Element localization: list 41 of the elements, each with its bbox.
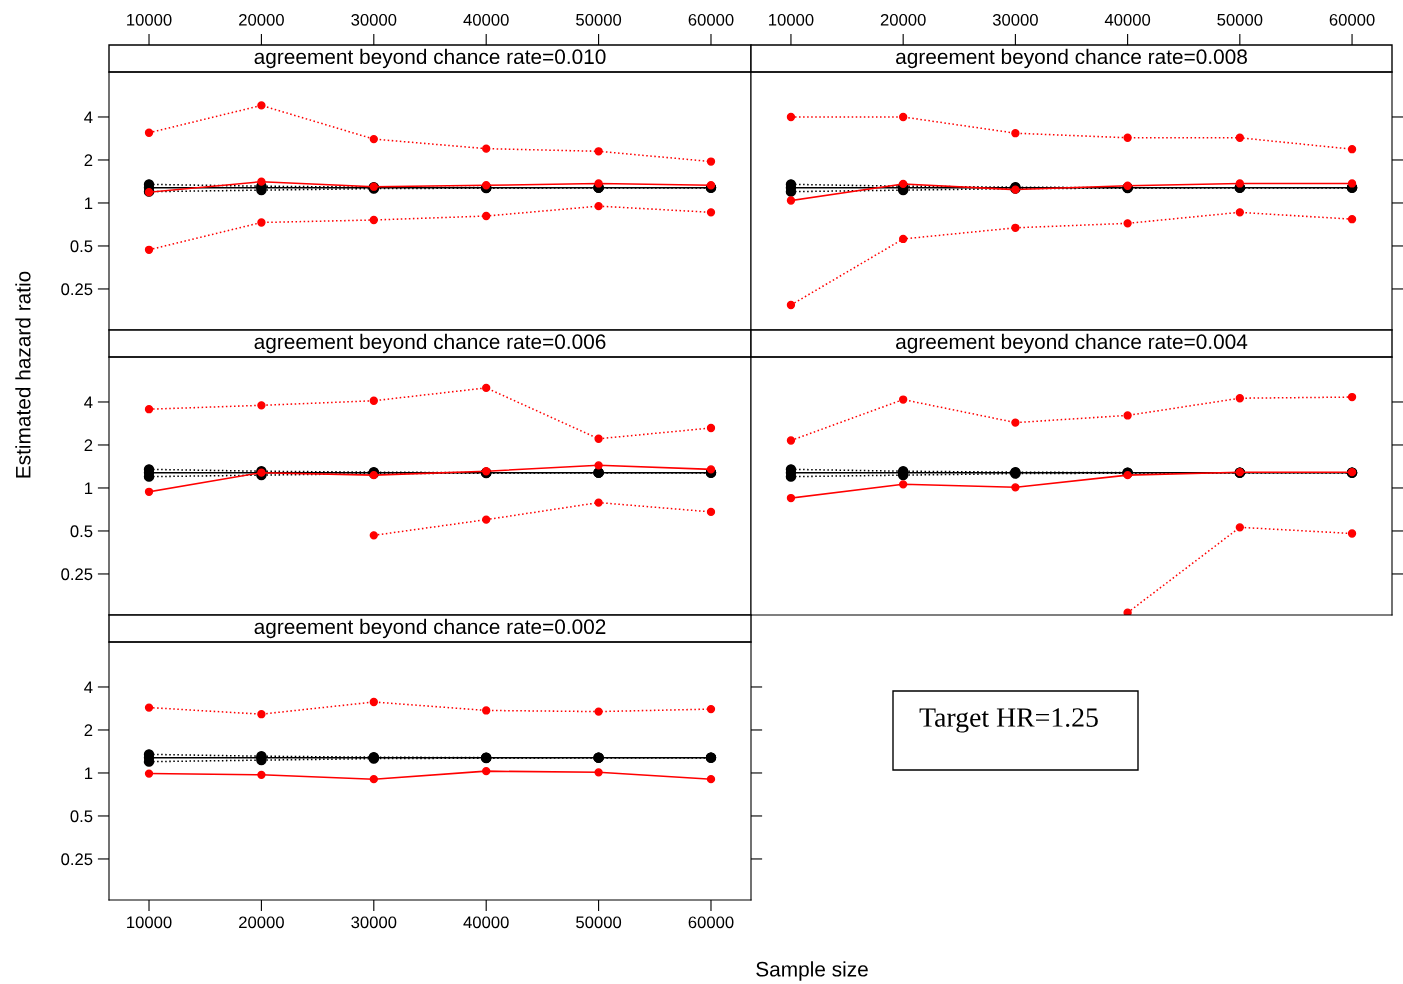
x-tick-label: 50000 <box>1217 13 1263 26</box>
y-tick-label: 4 <box>84 396 93 409</box>
x-tick-label: 10000 <box>769 13 814 26</box>
y-tick-label: 2 <box>84 439 93 452</box>
x-tick-label: 10000 <box>127 916 172 929</box>
y-tick-label: 0.25 <box>61 853 93 866</box>
x-tick-label: 30000 <box>351 916 397 929</box>
x-tick-label: 20000 <box>239 13 284 26</box>
chart-title: agreement beyond chance rate=0.006 <box>254 333 606 354</box>
chart-title: agreement beyond chance rate=0.010 <box>254 48 606 69</box>
y-tick-label: 0.5 <box>70 240 93 253</box>
y-tick-label: 0.25 <box>61 568 93 581</box>
x-tick-label: 20000 <box>880 13 926 26</box>
x-tick-label: 60000 <box>1329 13 1375 26</box>
x-tick-label: 10000 <box>127 13 172 26</box>
x-tick-label: 40000 <box>1104 13 1151 26</box>
y-tick-label: 4 <box>84 111 93 124</box>
y-tick-label: 0.5 <box>70 525 93 538</box>
x-tick-label: 40000 <box>463 916 509 929</box>
y-tick-label: 1 <box>85 482 93 495</box>
x-tick-label: 20000 <box>239 916 284 929</box>
x-tick-label: 30000 <box>992 13 1038 26</box>
y-tick-label: 0.5 <box>70 810 93 823</box>
chart-title: agreement beyond chance rate=0.008 <box>896 48 1247 69</box>
x-tick-label: 50000 <box>576 916 622 929</box>
y-tick-label: 1 <box>85 767 93 780</box>
text: Target HR=1.25 <box>919 708 1098 733</box>
chart-title: agreement beyond chance rate=0.002 <box>254 618 606 639</box>
x-axis-title: Sample size <box>756 961 868 981</box>
y-tick-label: 4 <box>84 681 93 694</box>
x-tick-label: 60000 <box>688 916 734 929</box>
chart-title: agreement beyond chance rate=0.004 <box>896 333 1248 354</box>
x-tick-label: 30000 <box>351 13 397 26</box>
y-tick-label: 2 <box>84 154 93 167</box>
x-tick-label: 50000 <box>576 13 622 26</box>
y-tick-label: 1 <box>85 197 93 210</box>
x-tick-label: 60000 <box>688 13 734 26</box>
y-axis-title: Estimated hazard ratio <box>15 271 31 478</box>
y-tick-label: 0.25 <box>61 283 93 296</box>
y-tick-label: 2 <box>84 724 93 737</box>
x-tick-label: 40000 <box>463 13 509 26</box>
